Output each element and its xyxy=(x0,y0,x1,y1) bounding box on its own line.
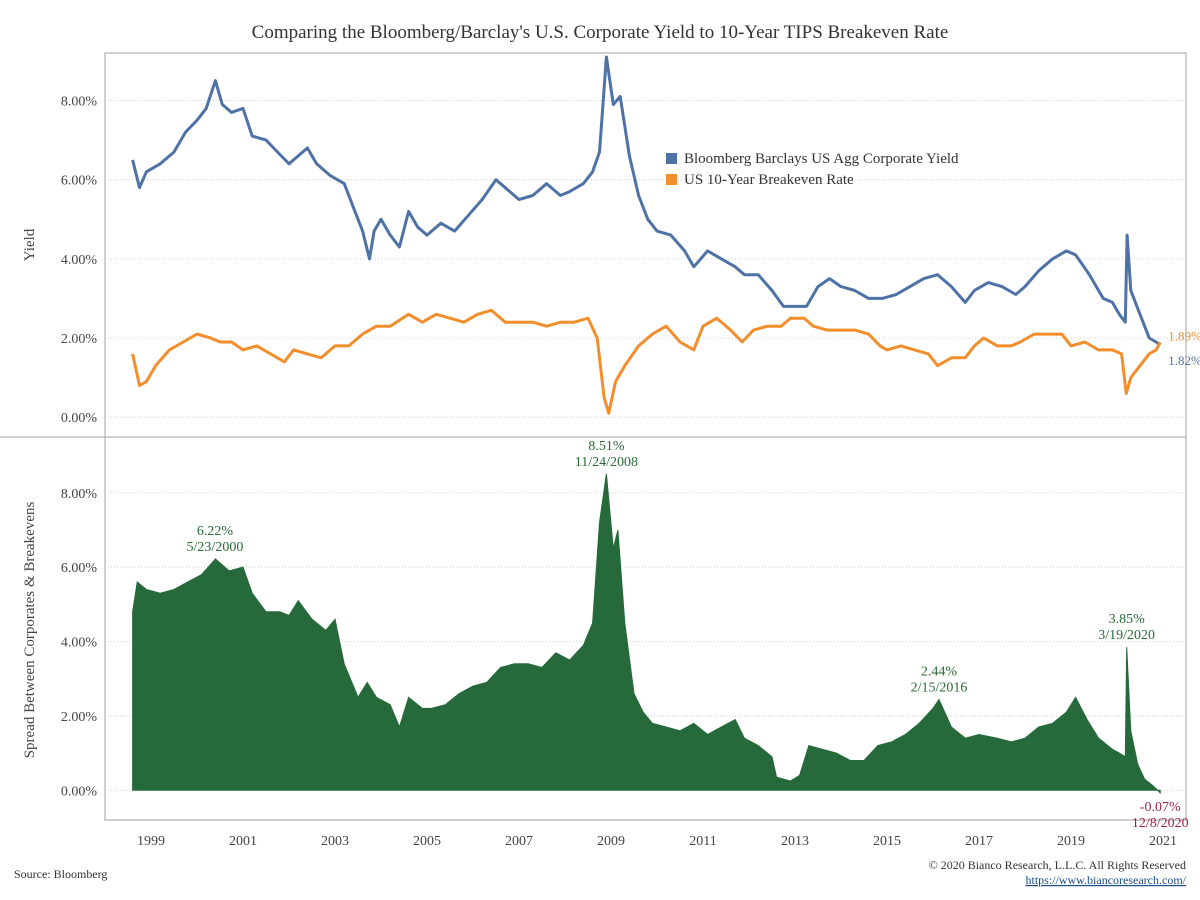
bottom-y-axis-title: Spread Between Corporates & Breakevens xyxy=(22,502,38,759)
bottom-y-tick-label: 2.00% xyxy=(61,710,98,725)
corporate-end-label: 1.82% xyxy=(1168,353,1200,368)
x-tick-label: 2013 xyxy=(781,834,809,849)
panel-frames xyxy=(0,52,1187,821)
legend: Bloomberg Barclays US Agg Corporate Yiel… xyxy=(666,151,959,188)
annotation-date: 12/8/2020 xyxy=(1132,816,1189,831)
breakeven-rate-line xyxy=(131,308,1162,415)
top-panel-y-ticks: 0.00% 2.00% 4.00% 6.00% 8.00% xyxy=(61,95,98,427)
website-link[interactable]: https://www.biancoresearch.com/ xyxy=(1025,873,1186,887)
source-note: Source: Bloomberg xyxy=(14,867,107,881)
breakeven-end-label: 1.89% xyxy=(1168,328,1200,343)
x-axis-ticks: 1999 2001 2003 2005 2007 2009 2011 2013 2015 2017… xyxy=(137,834,1177,849)
top-y-tick-label: 8.00% xyxy=(61,95,98,110)
top-panel-end-labels: 1.89% 1.82% xyxy=(1168,328,1200,368)
top-y-tick-label: 6.00% xyxy=(61,174,98,189)
x-tick-label: 2003 xyxy=(321,834,349,849)
x-tick-label: 2017 xyxy=(965,834,993,849)
legend-swatch-breakeven xyxy=(666,174,677,185)
top-y-tick-label: 0.00% xyxy=(61,411,98,426)
top-panel-series xyxy=(131,55,1162,415)
copyright-note: © 2020 Bianco Research, L.L.C. All Right… xyxy=(929,858,1186,872)
top-y-tick-label: 4.00% xyxy=(61,253,98,268)
bottom-y-tick-label: 4.00% xyxy=(61,636,98,651)
annotation-date: 11/24/2008 xyxy=(575,455,638,470)
annotation-date: 5/23/2000 xyxy=(187,540,244,555)
annotation-date: 2/15/2016 xyxy=(911,681,968,696)
x-tick-label: 2019 xyxy=(1057,834,1085,849)
top-y-tick-label: 2.00% xyxy=(61,332,98,347)
annotation-value: 3.85% xyxy=(1109,612,1146,627)
bottom-panel-series xyxy=(132,473,1161,795)
top-panel-gridlines xyxy=(105,100,1186,418)
legend-swatch-corporate xyxy=(666,153,677,164)
chart-title: Comparing the Bloomberg/Barclay's U.S. C… xyxy=(252,22,949,43)
annotation-value: 6.22% xyxy=(197,524,234,539)
bottom-y-tick-label: 6.00% xyxy=(61,561,98,576)
legend-entry-breakeven: US 10-Year Breakeven Rate xyxy=(684,172,854,188)
x-tick-label: 1999 xyxy=(137,834,165,849)
annotation-value: 2.44% xyxy=(921,665,958,680)
annotation-value: 8.51% xyxy=(588,439,625,454)
x-tick-label: 2011 xyxy=(689,834,716,849)
bottom-y-tick-label: 0.00% xyxy=(61,784,98,799)
bottom-panel-annotations: 6.22%5/23/2000 8.51%11/24/2008 2.44%2/15/2… xyxy=(187,439,1189,831)
annotation-value: -0.07% xyxy=(1140,800,1181,815)
bottom-panel-y-ticks: 0.00% 2.00% 4.00% 6.00% 8.00% xyxy=(61,487,98,799)
annotation-date: 3/19/2020 xyxy=(1098,628,1155,643)
corporate-yield-line xyxy=(131,55,1162,347)
x-tick-label: 2001 xyxy=(229,834,257,849)
bottom-y-tick-label: 8.00% xyxy=(61,487,98,502)
x-tick-label: 2005 xyxy=(413,834,441,849)
x-tick-label: 2015 xyxy=(873,834,901,849)
legend-entry-corporate: Bloomberg Barclays US Agg Corporate Yiel… xyxy=(684,151,959,167)
spread-area xyxy=(132,473,1161,795)
top-y-axis-title: Yield xyxy=(22,228,38,261)
x-tick-label: 2021 xyxy=(1149,834,1177,849)
x-tick-label: 2007 xyxy=(505,834,533,849)
x-tick-label: 2009 xyxy=(597,834,625,849)
